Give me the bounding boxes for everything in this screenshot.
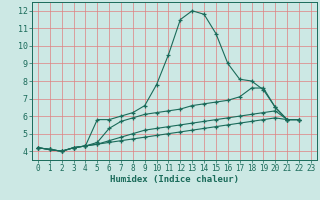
X-axis label: Humidex (Indice chaleur): Humidex (Indice chaleur) bbox=[110, 175, 239, 184]
